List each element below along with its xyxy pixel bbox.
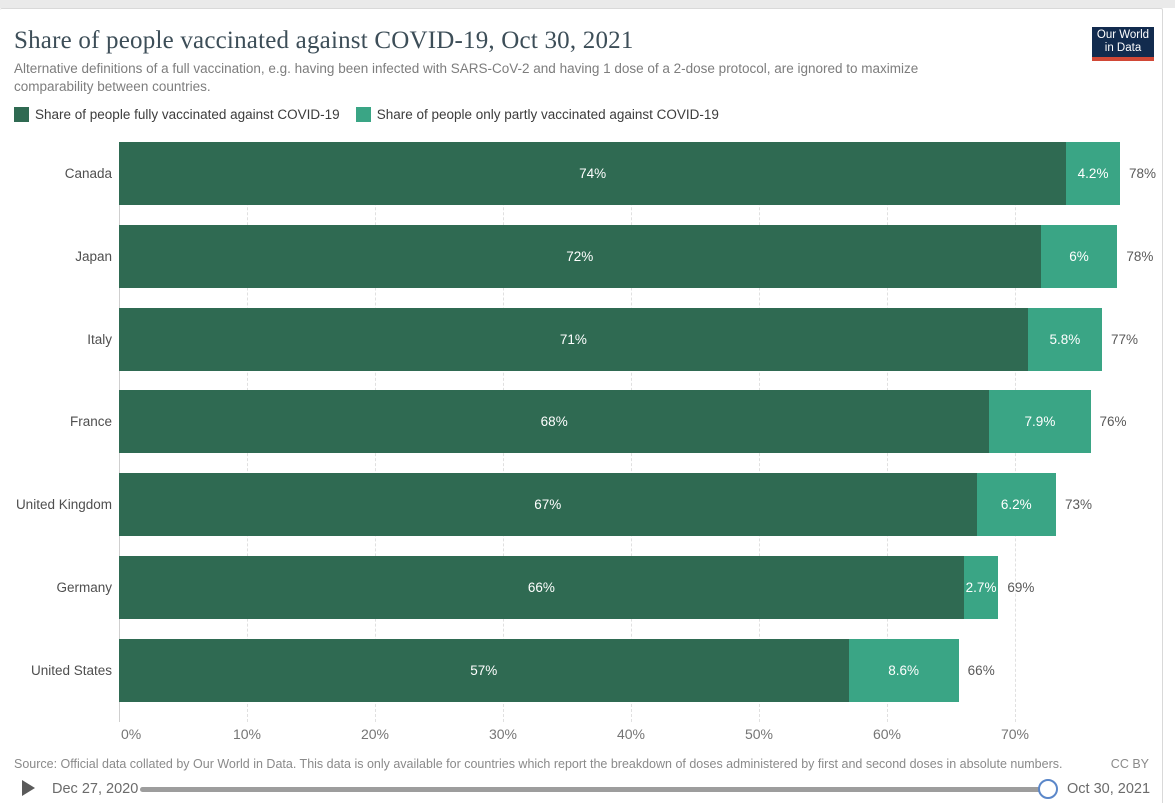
chart-subtitle: Alternative definitions of a full vaccin… — [14, 61, 919, 94]
bar-segment-fully-vaccinated[interactable]: 57% — [119, 639, 849, 702]
bar-segment-partly-vaccinated[interactable]: 7.9% — [989, 390, 1091, 453]
legend-swatch-partly — [355, 107, 371, 122]
license-link[interactable]: CC BY — [1110, 757, 1149, 771]
bar-value-label-partly: 6% — [1069, 249, 1089, 264]
page-top-strip — [0, 0, 1175, 8]
owid-logo-red-bar — [1092, 57, 1154, 61]
bar-value-label-fully: 68% — [540, 414, 568, 429]
timeline-slider-handle[interactable] — [1038, 779, 1058, 799]
bar-value-label-fully: 67% — [534, 497, 562, 512]
source-note: Source: Official data collated by Our Wo… — [14, 757, 1063, 771]
country-label: United Kingdom — [15, 497, 112, 512]
country-label: Italy — [87, 332, 112, 347]
bar-segment-fully-vaccinated[interactable]: 68% — [119, 390, 990, 453]
legend-label: Share of people fully vaccinated against… — [35, 107, 340, 122]
country-label: Canada — [64, 166, 112, 181]
country-label: Japan — [75, 249, 112, 264]
bar-value-label-partly: 8.6% — [888, 663, 920, 678]
bar-value-label-partly: 4.2% — [1077, 166, 1109, 181]
chart-title: Share of people vaccinated against COVID… — [14, 27, 634, 54]
bar-value-label-fully: 71% — [559, 332, 587, 347]
bar-value-label-fully: 72% — [566, 249, 594, 264]
play-button[interactable] — [22, 778, 42, 798]
legend-item-partly[interactable]: Share of people only partly vaccinated a… — [355, 107, 719, 122]
timeline-end-date: Oct 30, 2021 — [1067, 781, 1151, 797]
owid-logo-text: Our World in Data — [1092, 27, 1154, 57]
bar-segment-partly-vaccinated[interactable]: 4.2% — [1066, 142, 1120, 205]
bar-segment-partly-vaccinated[interactable]: 6% — [1040, 225, 1118, 288]
bar-segment-fully-vaccinated[interactable]: 67% — [119, 473, 977, 536]
bar-segment-fully-vaccinated[interactable]: 72% — [119, 225, 1041, 288]
bar-value-label-fully: 57% — [470, 663, 498, 678]
legend-item-fully[interactable]: Share of people fully vaccinated against… — [14, 107, 340, 122]
timeline-slider-track[interactable] — [140, 787, 1045, 792]
bar-value-label-fully: 74% — [579, 166, 607, 181]
x-axis-tick-label: 40% — [616, 726, 646, 742]
bar-total-label: 77% — [1111, 332, 1139, 347]
chart-legend: Share of people fully vaccinated against… — [14, 107, 719, 122]
x-axis-tick-label: 20% — [360, 726, 390, 742]
x-axis-tick-label: 30% — [488, 726, 518, 742]
country-label: France — [69, 414, 112, 429]
bar-total-label: 69% — [1007, 580, 1035, 595]
bar-segment-fully-vaccinated[interactable]: 74% — [119, 142, 1067, 205]
bar-total-label: 78% — [1126, 249, 1154, 264]
bar-segment-partly-vaccinated[interactable]: 6.2% — [976, 473, 1056, 536]
legend-swatch-fully — [14, 107, 29, 122]
bar-segment-fully-vaccinated[interactable]: 66% — [119, 556, 964, 619]
play-icon — [22, 780, 35, 796]
owid-logo[interactable]: Our World in Data — [1092, 27, 1154, 61]
country-label: Germany — [56, 580, 112, 595]
bar-total-label: 76% — [1099, 414, 1127, 429]
bar-segment-fully-vaccinated[interactable]: 71% — [119, 308, 1028, 371]
bar-value-label-fully: 66% — [527, 580, 555, 595]
bar-total-label: 66% — [967, 663, 995, 678]
bar-value-label-partly: 5.8% — [1049, 332, 1081, 347]
bar-total-label: 78% — [1128, 166, 1156, 181]
bar-value-label-partly: 2.7% — [965, 580, 997, 595]
x-axis-tick-label: 0% — [121, 726, 142, 742]
bar-segment-partly-vaccinated[interactable]: 2.7% — [963, 556, 999, 619]
bar-segment-partly-vaccinated[interactable]: 8.6% — [848, 639, 959, 702]
legend-label: Share of people only partly vaccinated a… — [376, 107, 719, 122]
bar-value-label-partly: 7.9% — [1024, 414, 1056, 429]
x-axis-tick-label: 70% — [1000, 726, 1030, 742]
timeline-start-date: Dec 27, 2020 — [52, 781, 139, 797]
bar-segment-partly-vaccinated[interactable]: 5.8% — [1027, 308, 1103, 371]
x-axis-tick-label: 10% — [232, 726, 262, 742]
country-label: United States — [30, 663, 112, 678]
bar-value-label-partly: 6.2% — [1000, 497, 1032, 512]
bar-total-label: 73% — [1064, 497, 1092, 512]
x-axis-tick-label: 50% — [744, 726, 774, 742]
x-axis-tick-label: 60% — [872, 726, 902, 742]
